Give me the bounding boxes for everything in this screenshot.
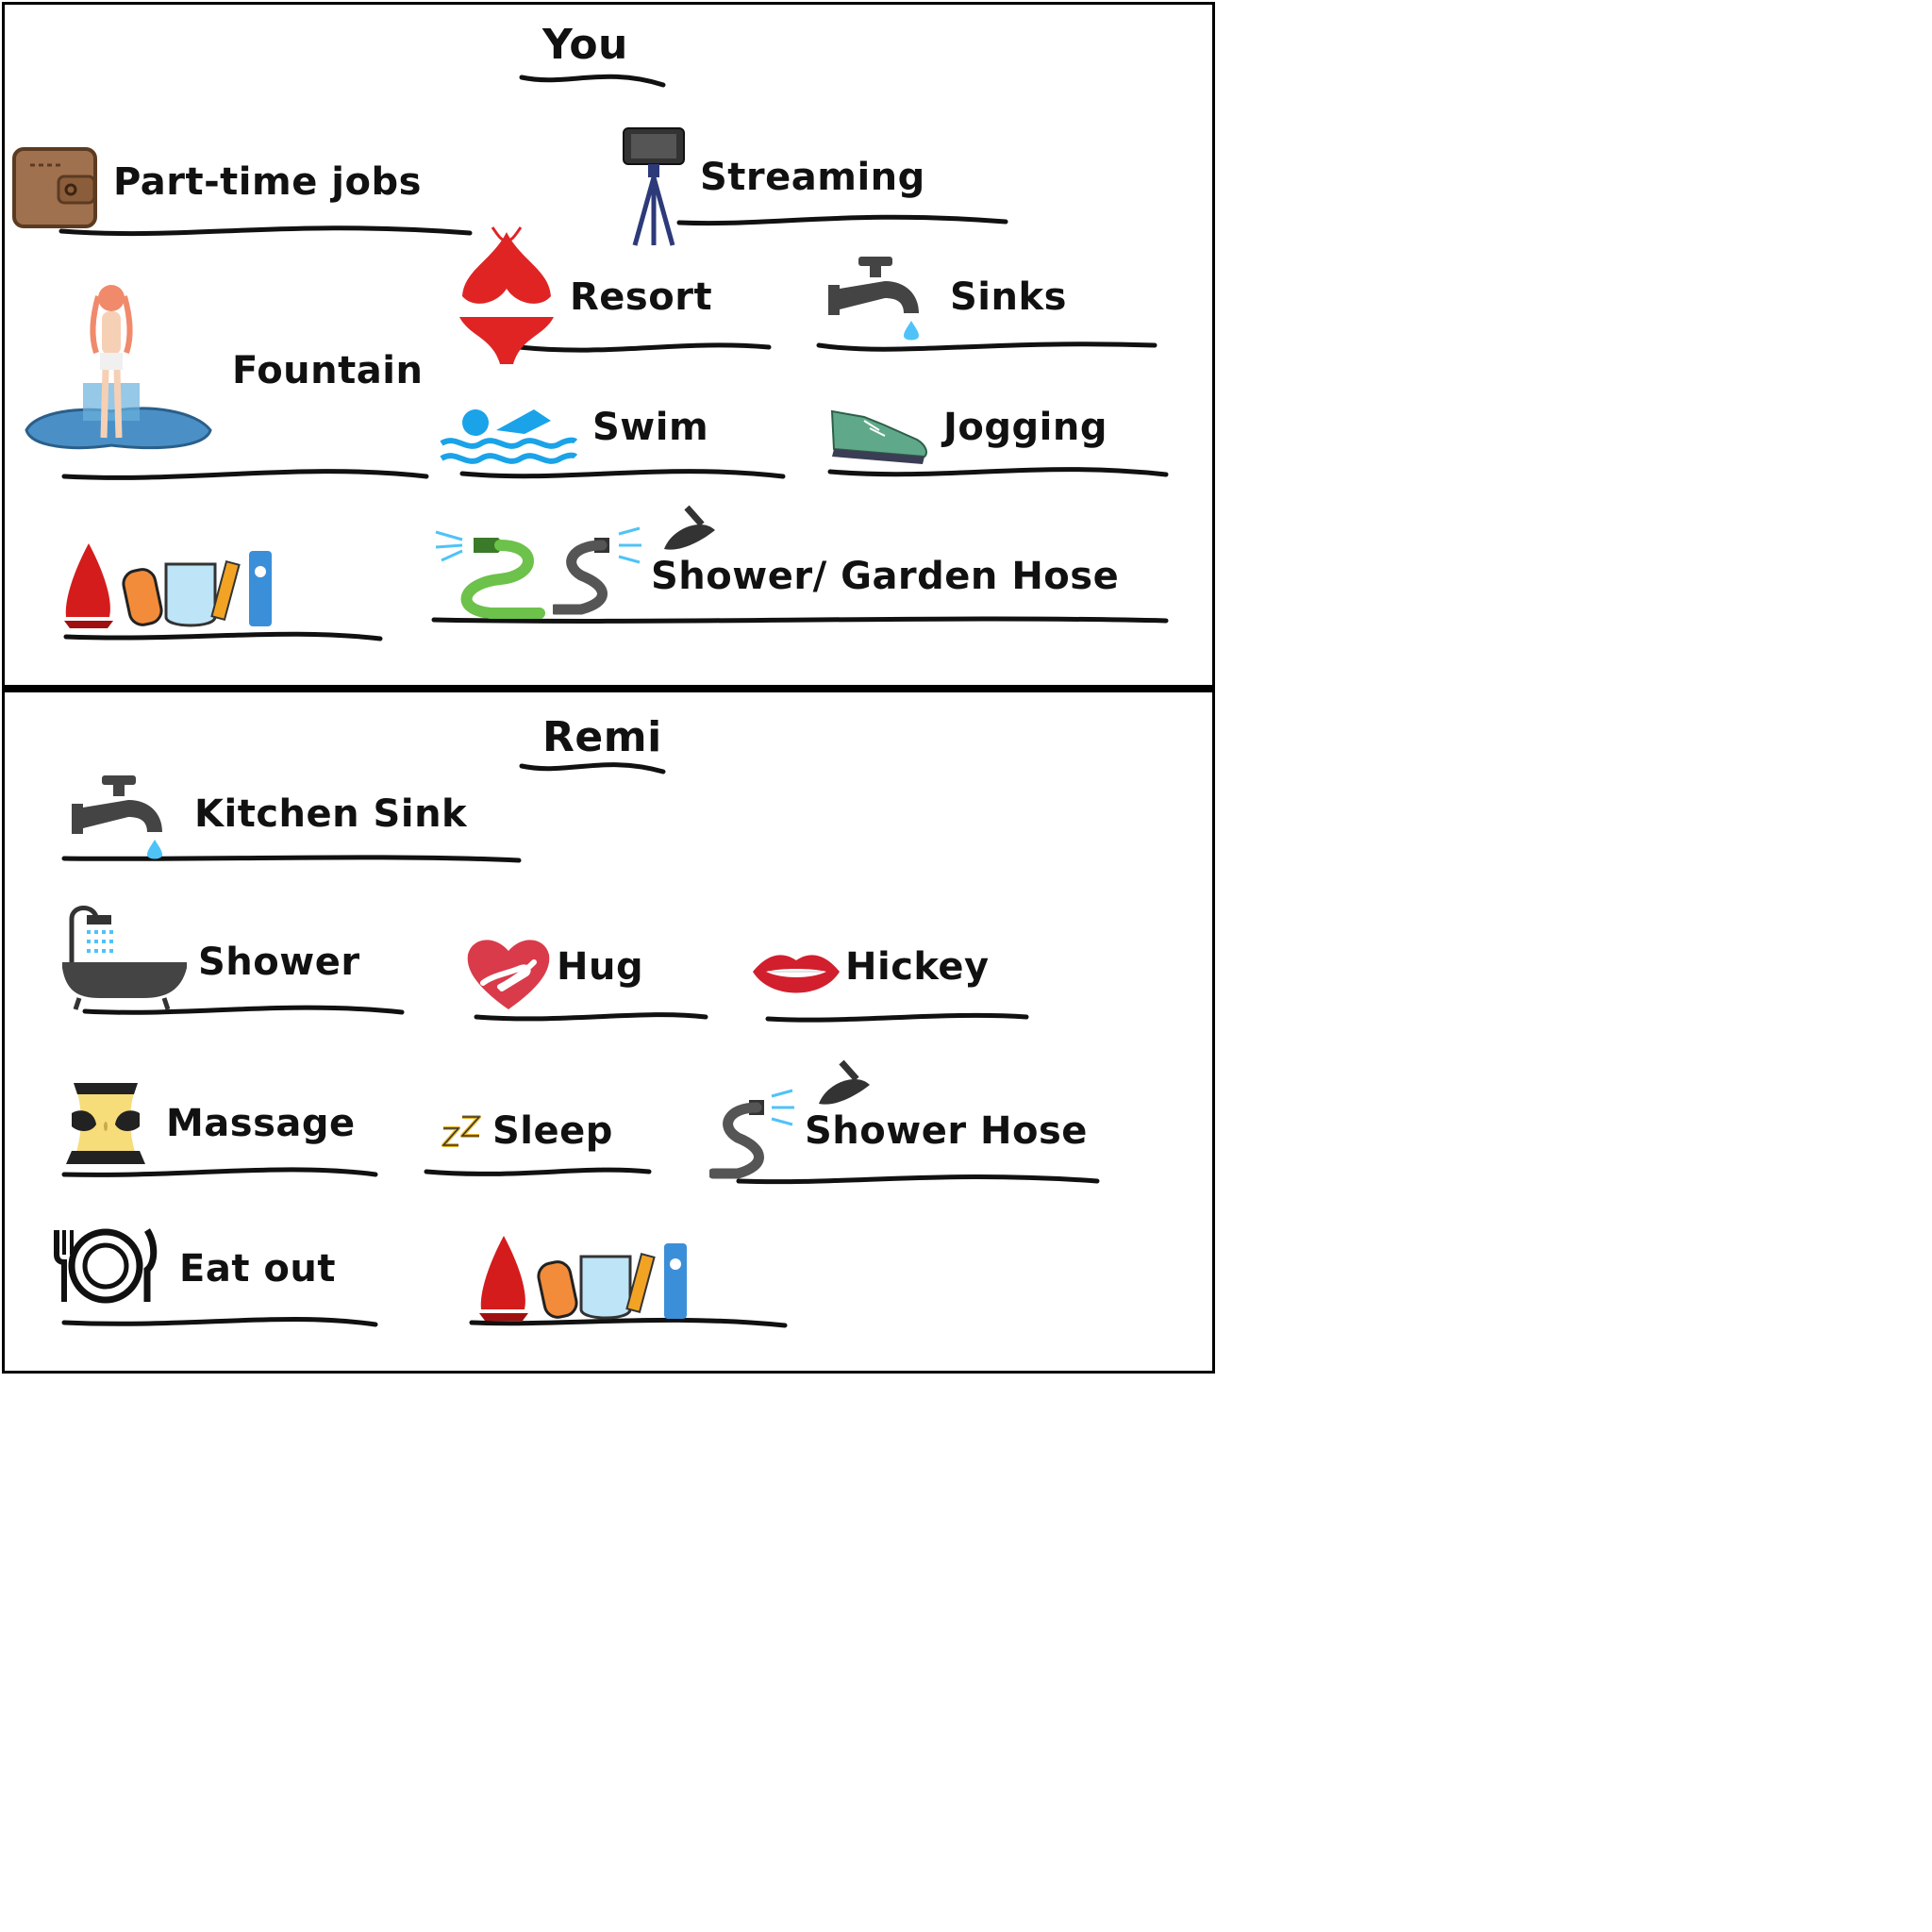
faucet-icon [72, 775, 162, 859]
massage-icon [66, 1083, 145, 1164]
fountain-girl-icon [25, 285, 212, 450]
label-streaming: Streaming [700, 156, 925, 199]
label-hug: Hug [557, 945, 644, 989]
sneaker-icon [830, 409, 927, 464]
label-sleep: Sleep [492, 1109, 613, 1153]
heart-hug-icon [467, 940, 550, 1009]
label-jogging: Jogging [943, 406, 1108, 449]
garden-hose-icon [435, 530, 545, 619]
label-fountain: Fountain [232, 349, 424, 392]
label-sinks: Sinks [950, 275, 1067, 319]
shower-hose-icon [709, 1089, 794, 1179]
label-shower-garden-hose: Shower/ Garden Hose [651, 555, 1120, 598]
label-hickey: Hickey [845, 945, 990, 989]
label-resort: Resort [570, 275, 713, 319]
toys-icon [64, 543, 272, 628]
plunger-icon [664, 505, 715, 550]
label-kitchen-sink: Kitchen Sink [194, 792, 468, 836]
swim-icon [440, 409, 577, 464]
wallet-icon [12, 147, 97, 228]
panel-title-remi: Remi [542, 713, 662, 761]
label-swim: Swim [592, 406, 709, 449]
label-shower-hose: Shower Hose [805, 1109, 1088, 1153]
shower-hose-icon [553, 526, 641, 615]
zzz-icon [441, 1115, 481, 1147]
plate-cutlery-icon [54, 1228, 158, 1304]
label-massage: Massage [166, 1102, 356, 1145]
plunger-icon [819, 1059, 870, 1105]
faucet-icon [828, 257, 919, 341]
bathtub-icon [62, 906, 187, 1010]
label-shower: Shower [198, 941, 360, 984]
label-eat-out: Eat out [179, 1247, 336, 1291]
label-part-time-jobs: Part-time jobs [113, 160, 422, 204]
lips-icon [753, 955, 840, 993]
tripod-phone-icon [623, 127, 685, 246]
bikini-icon [459, 226, 554, 364]
panel-title-you: You [542, 21, 628, 69]
toys-icon [479, 1236, 687, 1321]
